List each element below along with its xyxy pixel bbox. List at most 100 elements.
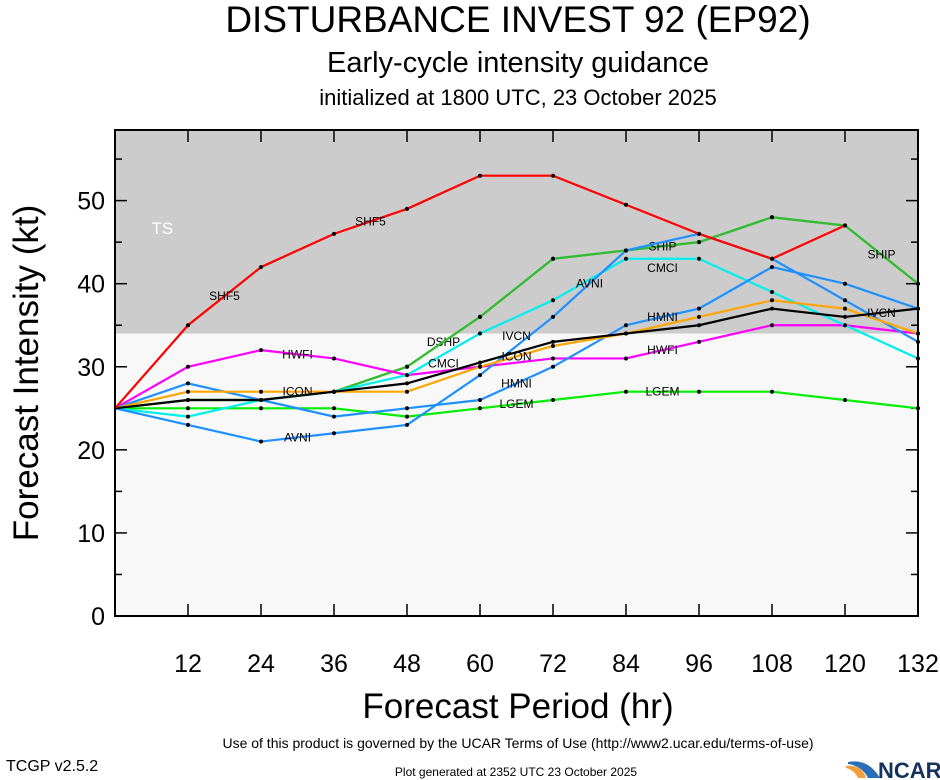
- data-point: [697, 323, 701, 328]
- ts-band-label: TS: [152, 219, 174, 238]
- data-point: [332, 389, 336, 394]
- series-label: IVCN: [867, 306, 896, 320]
- y-tick-label: 30: [77, 354, 105, 382]
- data-point: [259, 389, 263, 394]
- data-point: [843, 298, 847, 303]
- data-point: [478, 331, 482, 336]
- series-line: [115, 390, 919, 418]
- x-axis-label: Forecast Period (hr): [362, 687, 673, 726]
- series-line: [114, 257, 919, 418]
- x-tick-label: 36: [320, 650, 348, 678]
- data-point: [551, 173, 555, 178]
- series-label: CMCI: [647, 261, 678, 275]
- data-point: [259, 348, 263, 353]
- series-label: HWFI: [282, 347, 313, 361]
- data-point: [624, 331, 628, 336]
- data-point: [843, 323, 847, 328]
- series-line: [114, 299, 919, 410]
- data-point: [624, 389, 628, 394]
- data-point: [624, 323, 628, 328]
- data-point: [186, 422, 190, 427]
- data-point: [697, 314, 701, 319]
- data-point: [551, 314, 555, 319]
- series-label: HMNI: [647, 310, 678, 324]
- data-point: [551, 344, 555, 348]
- series-label: SHIP: [867, 248, 895, 262]
- series-label: SHF5: [355, 214, 386, 228]
- data-point: [405, 364, 409, 369]
- x-tick-label: 108: [751, 650, 793, 678]
- series-line: [114, 324, 919, 410]
- data-point: [697, 389, 701, 394]
- data-point: [551, 398, 555, 402]
- version-label: TCGP v2.5.2: [6, 758, 98, 775]
- data-point: [405, 414, 409, 419]
- series-label: HMNI: [501, 376, 532, 390]
- data-point: [697, 256, 701, 261]
- series-shf5: SHF5 SHF5: [114, 173, 847, 410]
- x-tick-label: 48: [393, 650, 421, 678]
- data-point: [259, 398, 263, 402]
- data-point: [478, 398, 482, 402]
- data-point: [770, 215, 774, 220]
- data-point: [843, 223, 847, 228]
- data-point: [843, 398, 847, 402]
- series-hmni: HMNI HMNI: [114, 265, 920, 419]
- data-point: [770, 306, 774, 311]
- data-point: [697, 306, 701, 311]
- chart-subtitle: Early-cycle intensity guidance: [327, 47, 709, 79]
- chart-subtitle-2: initialized at 1800 UTC, 23 October 2025: [319, 85, 716, 110]
- data-point: [259, 265, 263, 270]
- series-cmci: CMCI CMCI: [114, 256, 920, 419]
- series-label: SHF5: [209, 289, 240, 303]
- series-label: IVCN: [502, 329, 531, 343]
- data-point: [624, 256, 628, 261]
- data-point: [478, 360, 482, 365]
- data-point: [551, 364, 555, 369]
- y-tick-label: 0: [91, 603, 105, 631]
- data-point: [186, 389, 190, 394]
- data-point: [624, 356, 628, 361]
- series-line: [114, 232, 919, 443]
- data-point: [478, 406, 482, 411]
- series-hwfi: HWFI HWFI: [114, 323, 920, 410]
- data-point: [332, 414, 336, 419]
- y-tick-label: 20: [77, 437, 105, 465]
- plot-frame: [114, 129, 919, 617]
- x-tick-label: 24: [247, 650, 275, 678]
- data-point: [332, 431, 336, 436]
- data-point: [405, 206, 409, 211]
- data-point: [551, 356, 555, 361]
- y-tick-label: 10: [77, 520, 105, 548]
- data-point: [770, 323, 774, 328]
- plot-area: TS 0 10 20 30 40 50 12 24 36 48 60 72 84 96 108 120 132 LG…: [77, 129, 939, 678]
- x-tick-label: 120: [824, 650, 866, 678]
- series-label: CMCI: [428, 356, 459, 370]
- data-point: [332, 406, 336, 411]
- ncar-logo-swoosh-light: [846, 765, 866, 778]
- ts-band: [115, 130, 918, 334]
- data-point: [551, 256, 555, 261]
- terms-of-use: Use of this product is governed by the U…: [222, 735, 813, 751]
- series-lgem: LGEM LGEM: [115, 385, 920, 419]
- series-line: [114, 307, 919, 410]
- series-avni: AVNI AVNI: [114, 231, 920, 444]
- data-point: [405, 422, 409, 427]
- data-point: [770, 298, 774, 303]
- x-tick-label: 60: [466, 650, 494, 678]
- ncar-logo-swoosh: [848, 761, 880, 778]
- series-label: LGEM: [645, 385, 679, 399]
- data-point: [624, 248, 628, 253]
- y-tick-label: 50: [77, 188, 105, 216]
- x-tick-label: 84: [612, 650, 640, 678]
- y-axis-label: Forecast Intensity (kt): [7, 205, 46, 541]
- x-tick-label: 72: [539, 650, 567, 678]
- data-point: [624, 202, 628, 207]
- series-label: HWFI: [647, 343, 678, 357]
- data-point: [478, 364, 482, 369]
- data-point: [405, 373, 409, 378]
- data-point: [843, 306, 847, 311]
- series-ivcn: IVCN IVCN: [114, 306, 920, 410]
- data-point: [478, 373, 482, 378]
